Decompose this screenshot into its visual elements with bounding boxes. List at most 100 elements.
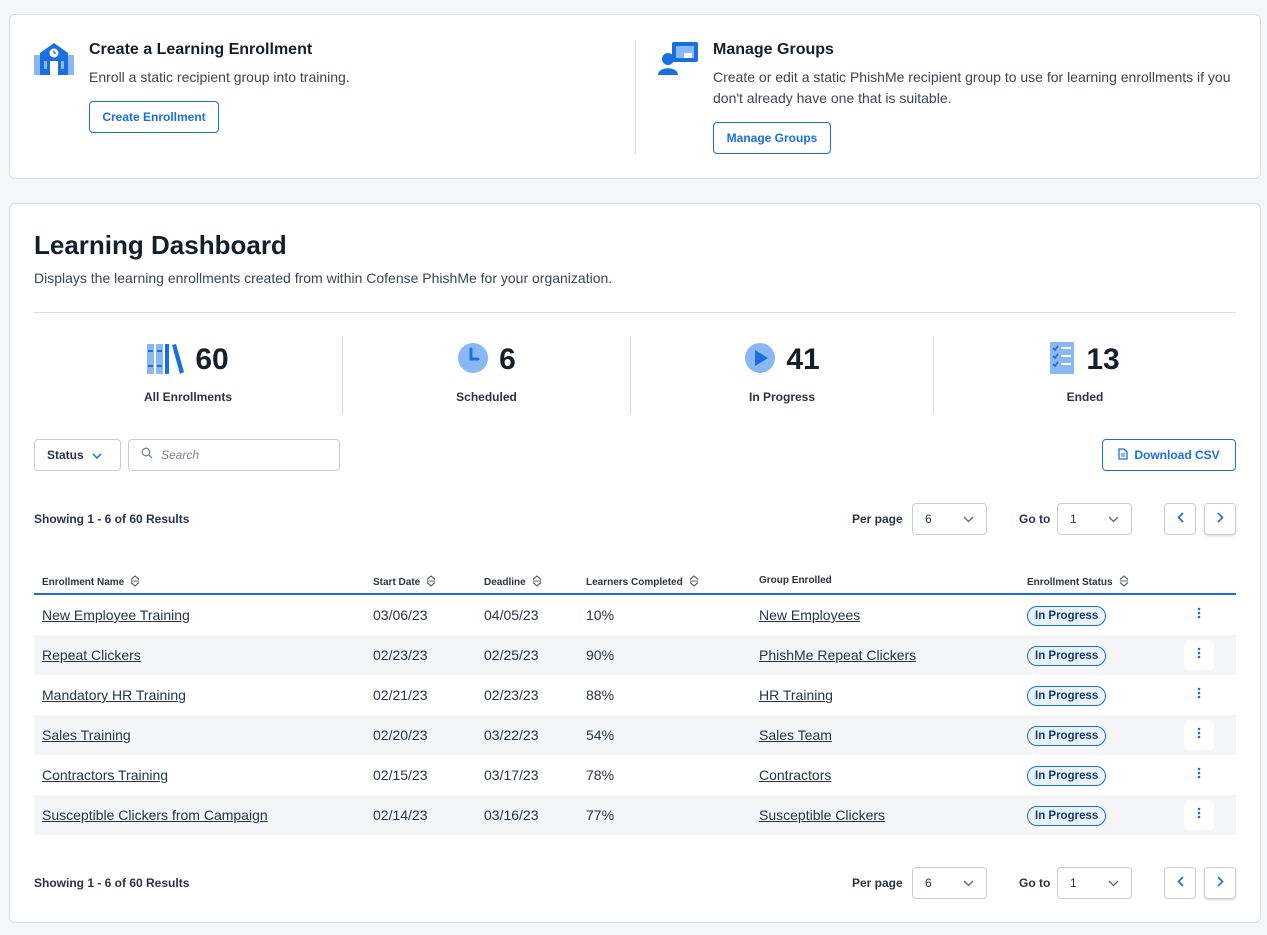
create-enrollment-description: Enroll a static recipient group into tra… — [89, 69, 350, 85]
chevron-down-icon — [1108, 512, 1119, 526]
start-date: 03/06/23 — [373, 607, 428, 623]
group-enrolled-link[interactable]: PhishMe Repeat Clickers — [759, 647, 917, 663]
column-learners-completed[interactable]: Learners Completed — [586, 575, 699, 590]
stat-scheduled-value: 6 — [499, 343, 516, 376]
sort-icon — [130, 575, 140, 590]
results-count: Showing 1 - 6 of 60 Results — [34, 512, 190, 526]
per-page-label: Per page — [852, 512, 903, 526]
enrollments-table: Enrollment Name Start Date Deadline Lear… — [34, 567, 1236, 835]
stat-in-progress[interactable]: 41 In Progress — [631, 338, 933, 414]
table-row: Sales Training 02/20/23 03/22/23 54% Sal… — [34, 715, 1236, 755]
table-row: Repeat Clickers 02/23/23 02/25/23 90% Ph… — [34, 635, 1236, 675]
stat-scheduled-label: Scheduled — [456, 390, 517, 404]
goto-label: Go to — [1019, 512, 1051, 526]
stat-divider — [342, 336, 343, 414]
enrollment-name-link[interactable]: Repeat Clickers — [42, 647, 141, 663]
stat-all-enrollments[interactable]: 60 All Enrollments — [34, 338, 342, 414]
deadline: 02/23/23 — [484, 687, 539, 703]
column-deadline[interactable]: Deadline — [484, 575, 542, 590]
chevron-left-icon — [1176, 510, 1184, 528]
table-row: New Employee Training 03/06/23 04/05/23 … — [34, 595, 1236, 635]
page-subtitle: Displays the learning enrollments create… — [34, 270, 613, 286]
column-enrollment-status[interactable]: Enrollment Status — [1027, 575, 1129, 590]
deadline: 03/17/23 — [484, 767, 539, 783]
file-icon — [1118, 447, 1128, 463]
start-date: 02/20/23 — [373, 727, 428, 743]
enrollment-name-link[interactable]: Sales Training — [42, 727, 131, 743]
goto-page-value: 1 — [1070, 512, 1077, 526]
kebab-menu-icon — [1197, 806, 1201, 824]
create-enrollment-button[interactable]: Create Enrollment — [89, 101, 219, 133]
stat-divider — [630, 336, 631, 414]
group-enrolled-link[interactable]: Susceptible Clickers — [759, 807, 886, 823]
chevron-left-icon — [1176, 874, 1184, 892]
sort-icon — [1119, 575, 1129, 590]
page-title: Learning Dashboard — [34, 230, 287, 260]
manage-groups-description: Create or edit a static PhishMe recipien… — [713, 69, 1231, 106]
kebab-menu-icon — [1197, 606, 1201, 624]
row-actions-button[interactable] — [1184, 800, 1214, 830]
kebab-menu-icon — [1197, 686, 1201, 704]
kebab-menu-icon — [1197, 726, 1201, 744]
goto-page-select[interactable]: 1 — [1057, 503, 1132, 535]
group-enrolled-link[interactable]: HR Training — [759, 687, 833, 703]
stat-divider — [933, 336, 934, 414]
group-enrolled-link[interactable]: Sales Team — [759, 727, 832, 743]
deadline: 03/22/23 — [484, 727, 539, 743]
download-csv-button[interactable]: Download CSV — [1102, 439, 1236, 471]
learners-completed: 77% — [586, 807, 615, 823]
chevron-down-icon — [963, 512, 974, 526]
group-enrolled-link[interactable]: Contractors — [759, 767, 832, 783]
next-page-button[interactable] — [1204, 867, 1236, 899]
row-actions-button[interactable] — [1184, 760, 1214, 790]
sort-icon — [426, 575, 436, 590]
checklist-icon — [1050, 341, 1076, 379]
deadline: 04/05/23 — [484, 607, 539, 623]
sort-icon — [689, 575, 699, 590]
deadline: 03/16/23 — [484, 807, 539, 823]
per-page-select[interactable]: 6 — [912, 867, 987, 899]
column-label: Enrollment Name — [42, 577, 125, 588]
stat-all-enrollments-value: 60 — [195, 343, 229, 376]
table-row: Mandatory HR Training 02/21/23 02/23/23 … — [34, 675, 1236, 715]
status-badge: In Progress — [1027, 726, 1107, 746]
prev-page-button[interactable] — [1164, 503, 1196, 535]
kebab-menu-icon — [1197, 766, 1201, 784]
school-building-icon — [34, 41, 78, 81]
header-divider — [34, 312, 1236, 313]
enrollment-name-link[interactable]: Contractors Training — [42, 767, 169, 783]
column-enrollment-name[interactable]: Enrollment Name — [42, 575, 140, 590]
row-actions-button[interactable] — [1184, 680, 1214, 710]
learners-completed: 90% — [586, 647, 615, 663]
enrollment-name-link[interactable]: New Employee Training — [42, 607, 190, 623]
manage-groups-button[interactable]: Manage Groups — [713, 122, 831, 154]
table-header: Enrollment Name Start Date Deadline Lear… — [34, 567, 1236, 595]
enrollment-name-link[interactable]: Mandatory HR Training — [42, 687, 186, 703]
goto-page-select[interactable]: 1 — [1057, 867, 1132, 899]
goto-label: Go to — [1019, 876, 1051, 890]
column-group-enrolled: Group Enrolled — [759, 575, 832, 586]
search-input[interactable] — [161, 448, 331, 462]
status-filter-label: Status — [47, 448, 84, 462]
row-actions-button[interactable] — [1184, 640, 1214, 670]
table-row: Susceptible Clickers from Campaign 02/14… — [34, 795, 1236, 835]
chevron-down-icon — [92, 448, 102, 462]
stat-in-progress-value: 41 — [786, 343, 820, 376]
row-actions-button[interactable] — [1184, 600, 1214, 630]
column-start-date[interactable]: Start Date — [373, 575, 436, 590]
stat-scheduled[interactable]: 6 Scheduled — [343, 338, 630, 414]
next-page-button[interactable] — [1204, 503, 1236, 535]
start-date: 02/14/23 — [373, 807, 428, 823]
chevron-right-icon — [1216, 510, 1224, 528]
books-icon — [147, 341, 185, 380]
enrollment-name-link[interactable]: Susceptible Clickers from Campaign — [42, 807, 268, 823]
group-enrolled-link[interactable]: New Employees — [759, 607, 861, 623]
prev-page-button[interactable] — [1164, 867, 1196, 899]
per-page-select[interactable]: 6 — [912, 503, 987, 535]
table-row: Contractors Training 02/15/23 03/17/23 7… — [34, 755, 1236, 795]
status-filter-dropdown[interactable]: Status — [34, 439, 121, 471]
stat-ended[interactable]: 13 Ended — [934, 338, 1236, 414]
status-badge: In Progress — [1027, 646, 1107, 666]
play-icon — [744, 342, 776, 379]
row-actions-button[interactable] — [1184, 720, 1214, 750]
